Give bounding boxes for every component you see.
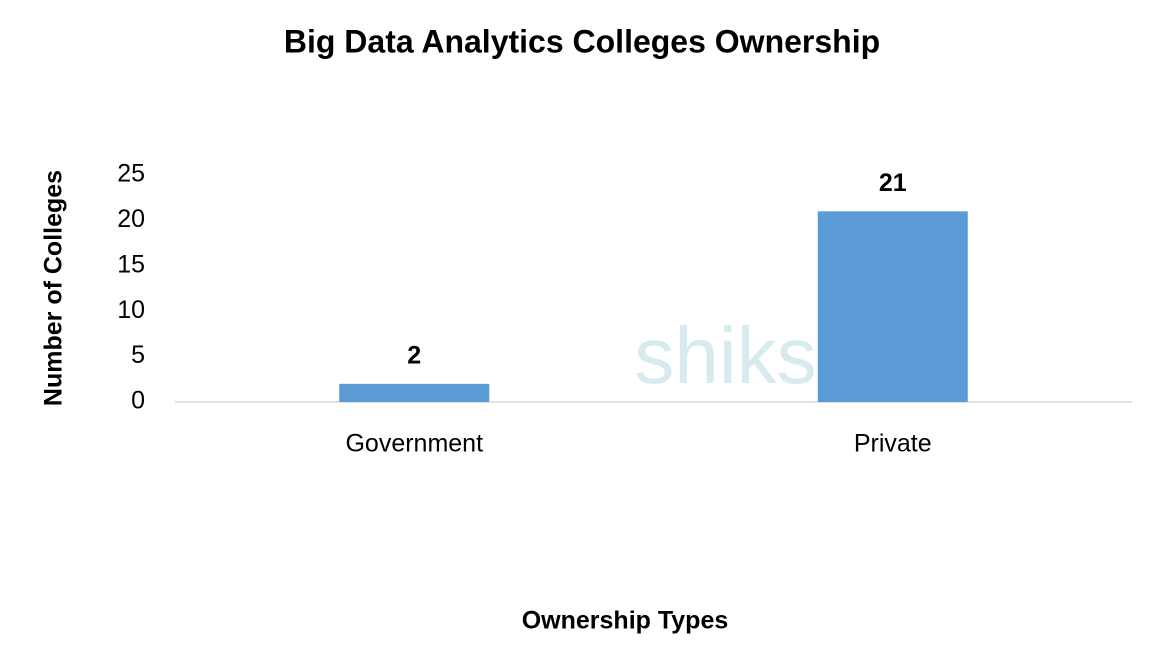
bar <box>817 211 968 402</box>
y-axis-title: Number of Colleges <box>40 170 68 406</box>
y-tick-label: 15 <box>117 250 145 278</box>
x-tick-label: Private <box>854 430 932 458</box>
y-tick-label: 0 <box>131 387 145 415</box>
x-tick-label: Government <box>345 430 483 458</box>
value-label: 21 <box>879 169 907 197</box>
y-tick-label: 10 <box>117 296 145 324</box>
y-tick-label: 25 <box>117 160 145 188</box>
x-axis-title: Ownership Types <box>522 607 729 635</box>
value-label: 2 <box>407 341 421 369</box>
y-tick-label: 5 <box>131 341 145 369</box>
chart-title: Big Data Analytics Colleges Ownership <box>284 23 880 59</box>
y-tick-label: 20 <box>117 205 145 233</box>
bar <box>339 383 490 402</box>
